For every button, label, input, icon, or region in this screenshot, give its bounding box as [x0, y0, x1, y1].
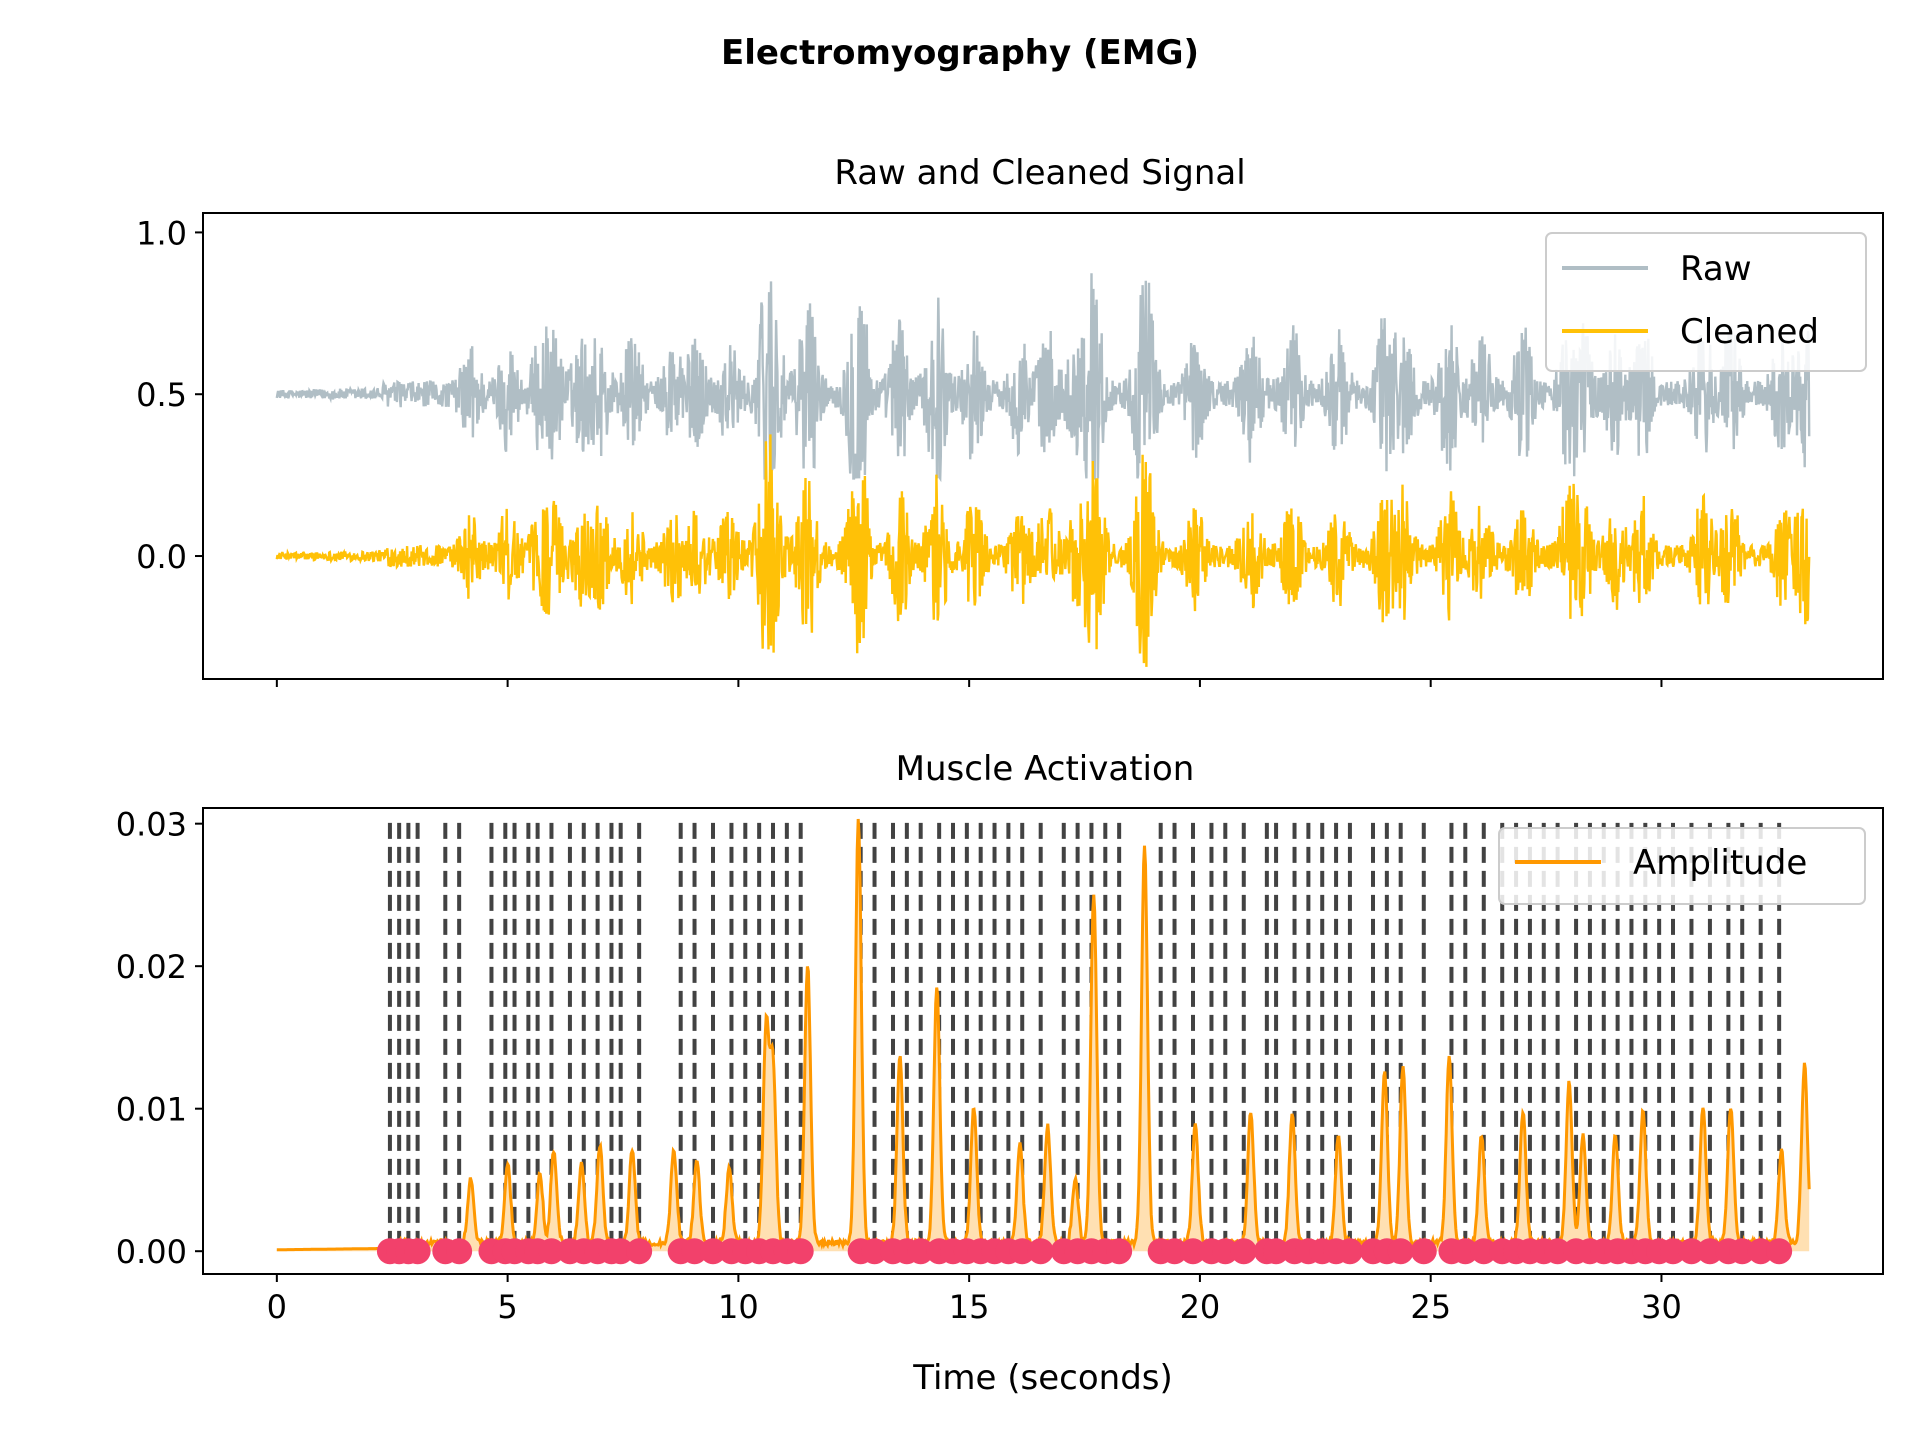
muscle-activation-axes: 0.00 0.01 0.02 0.03 0 5 10 15 20 25 30: [116, 806, 1682, 1326]
x-tick-label: 15: [949, 1288, 990, 1326]
onset-marker: [1009, 1238, 1036, 1265]
cleaned-signal-line: [275, 434, 1811, 667]
raw-cleaned-panel: Raw and Cleaned Signal 0.0 0.5 1.0 Raw Cle…: [136, 153, 1884, 687]
y-tick-label: 0.03: [116, 806, 187, 844]
onset-marker: [538, 1238, 565, 1265]
y-tick-label: 1.0: [136, 214, 187, 252]
onset-marker: [1766, 1238, 1793, 1265]
x-tick-label: 20: [1180, 1288, 1221, 1326]
onset-marker: [1336, 1238, 1363, 1265]
legend-cleaned-label: Cleaned: [1680, 312, 1819, 352]
onset-marker: [1263, 1238, 1290, 1265]
onset-marker: [1387, 1238, 1414, 1265]
onset-marker: [1729, 1238, 1756, 1265]
onset-marker: [861, 1238, 888, 1265]
muscle-activation-panel: Muscle Activation 0.00 0.01 0.02 0.03 0 5 10 15…: [116, 749, 1884, 1398]
y-tick-label: 0.01: [116, 1091, 187, 1129]
figure-title: Electromyography (EMG): [721, 33, 1199, 73]
onset-marker: [1106, 1238, 1133, 1265]
onset-marker: [404, 1238, 431, 1265]
x-axis-label: Time (seconds): [912, 1358, 1173, 1398]
muscle-activation-axes-frame: [202, 807, 1884, 1275]
onset-marker: [907, 1238, 934, 1265]
muscle-activation-plot-area: [276, 816, 1811, 1265]
raw-cleaned-legend: Raw Cleaned: [1545, 232, 1867, 372]
onset-marker: [1747, 1238, 1774, 1265]
onset-marker: [607, 1238, 634, 1265]
onset-marker: [1678, 1238, 1705, 1265]
y-tick-label: 0.02: [116, 948, 187, 986]
onset-marker: [681, 1238, 708, 1265]
raw-signal-line: [275, 273, 1811, 483]
x-tick-label: 10: [718, 1288, 759, 1326]
legend-amplitude-label: Amplitude: [1633, 843, 1807, 883]
onset-marker: [1212, 1238, 1239, 1265]
raw-cleaned-axes: 0.0 0.5 1.0: [136, 214, 1663, 687]
y-tick-label: 0.0: [136, 538, 187, 576]
onset-marker: [1161, 1238, 1188, 1265]
onset-marker: [1410, 1238, 1437, 1265]
raw-cleaned-plot-area: [275, 273, 1811, 667]
onset-marker: [700, 1238, 726, 1265]
onset-marker: [1696, 1238, 1723, 1265]
muscle-activation-title: Muscle Activation: [896, 749, 1195, 789]
onset-marker: [1230, 1238, 1257, 1265]
raw-cleaned-axes-frame: [202, 212, 1884, 680]
x-tick-label: 25: [1410, 1288, 1451, 1326]
x-tick-label: 5: [497, 1288, 517, 1326]
muscle-activation-legend: Amplitude: [1498, 827, 1866, 905]
x-tick-label: 30: [1641, 1288, 1682, 1326]
onset-marker: [1452, 1238, 1479, 1265]
legend-raw-label: Raw: [1680, 249, 1752, 289]
onset-marker: [446, 1238, 473, 1265]
onset-marker: [1470, 1238, 1497, 1265]
onset-marker: [1660, 1238, 1686, 1265]
onset-marker: [1180, 1238, 1206, 1265]
y-tick-label: 0.00: [116, 1233, 187, 1271]
onset-marker: [1027, 1238, 1054, 1265]
onset-marker: [1544, 1238, 1571, 1265]
y-tick-label: 0.5: [136, 376, 187, 414]
onset-marker: [626, 1238, 653, 1265]
raw-cleaned-title: Raw and Cleaned Signal: [834, 153, 1245, 193]
x-tick-label: 0: [267, 1288, 287, 1326]
onset-marker: [787, 1238, 814, 1265]
legend-box: [1498, 827, 1866, 905]
